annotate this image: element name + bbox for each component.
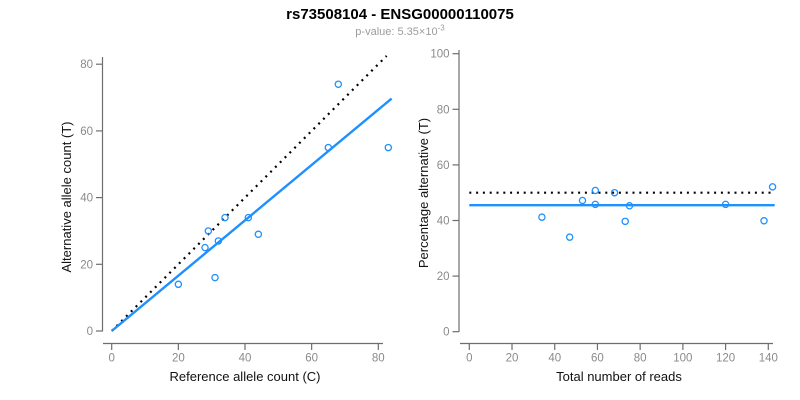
x-tick-label: 80: [634, 353, 647, 365]
x-tick-label: 40: [548, 353, 561, 365]
data-point: [214, 237, 223, 245]
regression-fit-line: [110, 97, 393, 332]
pvalue-text: p-value: 5.35×10: [355, 26, 438, 38]
x-tick-label: 120: [716, 353, 735, 365]
data-point: [625, 202, 634, 210]
y-tick-label: 40: [80, 193, 93, 205]
data-point: [565, 233, 574, 241]
y-axis-title: Percentage alternative (T): [416, 118, 431, 268]
data-point: [610, 188, 619, 197]
y-tick-label: 60: [80, 126, 93, 138]
x-tick-label: 140: [759, 353, 778, 365]
y-tick-label: 80: [437, 104, 450, 116]
data-point: [211, 273, 219, 282]
data-point: [538, 213, 546, 221]
pvalue-subtitle: p-value: 5.35×10-3: [0, 23, 800, 38]
x-tick-label: 80: [372, 353, 385, 365]
y-tick-label: 0: [87, 326, 93, 338]
y-tick-label: 20: [437, 271, 450, 283]
data-point: [201, 243, 209, 252]
data-point: [591, 186, 600, 195]
data-point: [578, 196, 587, 205]
pvalue-exponent: -3: [437, 23, 445, 33]
plot-panel-right: 0 20 40 60 80 100 0 20 40 60 80 100 120 140 Total numb…: [416, 49, 778, 384]
figure-title: rs73508104 - ENSG00000110075: [286, 6, 514, 23]
data-point: [384, 143, 393, 152]
data-point: [621, 217, 629, 226]
x-tick-label: 40: [239, 353, 252, 365]
data-point: [244, 213, 253, 222]
y-tick-label: 20: [80, 259, 93, 271]
y-axis-title: Alternative allele count (T): [59, 121, 74, 272]
data-point: [768, 183, 777, 191]
plot-panel-left: 0 20 40 60 80 0 20 40 60 80 Reference allele count…: [59, 55, 393, 384]
identity-line: [110, 55, 388, 332]
y-tick-label: 80: [80, 59, 93, 71]
x-tick-label: 100: [673, 353, 692, 365]
data-point: [204, 227, 213, 235]
data-point: [324, 143, 333, 152]
y-tick-label: 60: [437, 160, 450, 172]
y-tick-label: 0: [443, 327, 449, 339]
data-point: [221, 213, 229, 222]
x-tick-label: 60: [591, 353, 604, 365]
x-tick-label: 0: [108, 353, 114, 365]
y-tick-label: 100: [430, 49, 449, 61]
y-tick-label: 40: [437, 216, 450, 228]
data-point: [760, 217, 768, 225]
data-point: [334, 80, 343, 88]
data-point: [254, 230, 263, 239]
data-point: [174, 280, 183, 289]
x-tick-label: 60: [305, 353, 318, 365]
x-tick-label: 0: [466, 353, 472, 365]
data-point: [721, 200, 730, 209]
x-axis-title: Total number of reads: [556, 369, 682, 384]
x-axis-title: Reference allele count (C): [169, 369, 320, 384]
data-point: [591, 200, 600, 209]
x-tick-label: 20: [506, 353, 519, 365]
x-tick-label: 20: [172, 353, 185, 365]
